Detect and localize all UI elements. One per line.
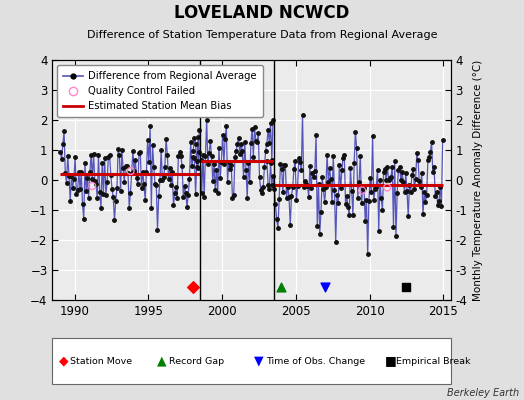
Text: ▲: ▲ — [157, 354, 167, 368]
Text: ▼: ▼ — [254, 354, 264, 368]
Point — [88, 183, 96, 189]
Text: Time of Obs. Change: Time of Obs. Change — [266, 356, 365, 366]
Point — [321, 283, 330, 290]
Text: Empirical Break: Empirical Break — [396, 356, 470, 366]
Point — [126, 168, 135, 174]
Text: Station Move: Station Move — [70, 356, 132, 366]
Y-axis label: Monthly Temperature Anomaly Difference (°C): Monthly Temperature Anomaly Difference (… — [473, 59, 483, 301]
Text: ■: ■ — [385, 354, 397, 368]
Text: ◆: ◆ — [59, 354, 68, 368]
Text: Difference of Station Temperature Data from Regional Average: Difference of Station Temperature Data f… — [87, 30, 437, 40]
Point — [277, 283, 285, 290]
Text: LOVELAND NCWCD: LOVELAND NCWCD — [174, 4, 350, 22]
Point — [358, 187, 366, 194]
Text: Record Gap: Record Gap — [169, 356, 224, 366]
Legend: Difference from Regional Average, Quality Control Failed, Estimated Station Mean: Difference from Regional Average, Qualit… — [58, 65, 263, 117]
Text: Berkeley Earth: Berkeley Earth — [446, 388, 519, 398]
Point — [402, 283, 411, 290]
Point — [383, 184, 391, 191]
Point — [188, 283, 196, 290]
